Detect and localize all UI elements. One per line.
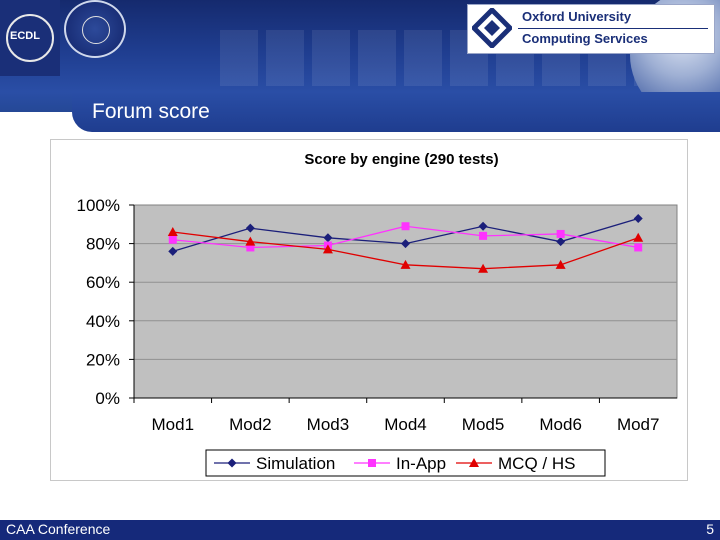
line-chart: Score by engine (290 tests) 0% 20% 40% 60% 80… <box>77 151 678 477</box>
oucs-logo: Oxford University Computing Services <box>467 4 715 54</box>
legend-label: Simulation <box>256 454 335 473</box>
data-point-2 <box>478 263 489 273</box>
data-point-2 <box>245 236 256 246</box>
y-tick-label: 40% <box>86 312 120 331</box>
y-tick-label: 0% <box>95 389 120 408</box>
y-tick-label: 80% <box>86 235 120 254</box>
data-point-0 <box>633 214 643 224</box>
oucs-divider <box>518 28 708 29</box>
page-number: 5 <box>706 521 714 537</box>
org-name-line1: Oxford University <box>522 9 632 24</box>
data-point-1 <box>401 222 410 231</box>
footer-band <box>0 520 720 540</box>
x-tick-label: Mod2 <box>229 415 272 434</box>
data-point-1 <box>168 235 177 244</box>
x-tick-label: Mod4 <box>384 415 427 434</box>
data-point-0 <box>478 221 488 231</box>
y-tick-label: 20% <box>86 350 120 369</box>
legend-marker <box>368 459 376 467</box>
legend-marker <box>227 458 237 468</box>
footer-label: CAA Conference <box>6 521 111 537</box>
ecdl-star-ring <box>6 14 54 62</box>
y-tick-label: 100% <box>77 196 120 215</box>
data-point-0 <box>323 233 333 243</box>
ecdl-logo-text: ECDL <box>10 30 40 42</box>
legend-label: In-App <box>396 454 446 473</box>
x-tick-label: Mod1 <box>152 415 195 434</box>
x-tick-label: Mod5 <box>462 415 505 434</box>
legend-box <box>205 449 606 477</box>
data-point-2 <box>167 227 178 237</box>
data-point-1 <box>479 231 488 240</box>
chart-frame: Score by engine (290 tests) 0% 20% 40% 60% 80… <box>50 139 688 481</box>
legend-marker <box>469 458 479 467</box>
data-point-2 <box>322 244 333 254</box>
data-point-2 <box>633 232 644 242</box>
y-tick-label: 60% <box>86 273 120 292</box>
plot-area <box>133 204 678 399</box>
data-point-0 <box>245 223 255 233</box>
data-point-2 <box>555 259 566 269</box>
data-point-1 <box>556 229 565 238</box>
x-tick-label: Mod7 <box>617 415 660 434</box>
seal-globe-icon <box>82 16 110 44</box>
title-tab <box>0 92 720 132</box>
data-point-0 <box>556 237 566 247</box>
org-name-line2: Computing Services <box>522 31 648 46</box>
x-tick-label: Mod6 <box>539 415 582 434</box>
ecdl-logo: ECDL <box>0 0 60 76</box>
data-point-1 <box>634 243 643 252</box>
data-point-0 <box>168 246 178 256</box>
chart-title: Score by engine (290 tests) <box>304 151 498 168</box>
icdl-seal-logo <box>64 0 126 58</box>
page-title: Forum score <box>92 100 210 123</box>
legend-label: MCQ / HS <box>498 454 575 473</box>
oucs-mark-icon <box>472 8 512 48</box>
data-point-2 <box>400 259 411 269</box>
data-point-1 <box>246 243 255 252</box>
data-point-0 <box>401 239 410 249</box>
x-tick-label: Mod3 <box>307 415 350 434</box>
